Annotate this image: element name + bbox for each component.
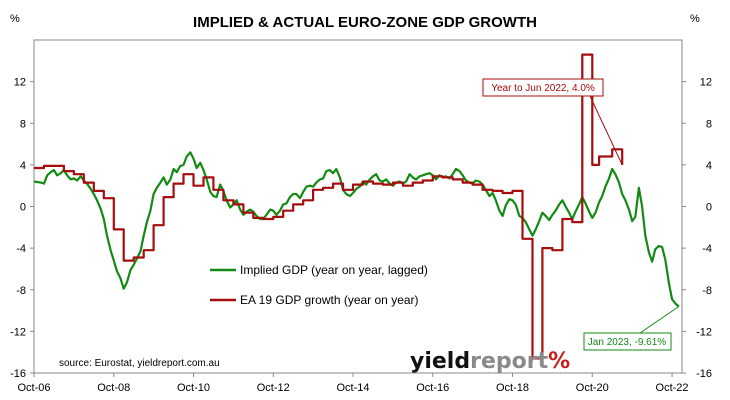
x-tick-label: Oct-20 bbox=[576, 382, 609, 394]
y-tick-label-right: -4 bbox=[702, 243, 712, 255]
logo-text: yieldreport% bbox=[410, 349, 570, 374]
series-layer bbox=[33, 53, 680, 360]
y-axis-left: -16 -12 -8 -4 0 4 8 12 bbox=[10, 77, 34, 380]
y-tick-label-left: 4 bbox=[20, 160, 26, 172]
annotation-box-jun-2022 bbox=[482, 78, 604, 97]
legend-label-implied-gdp: Implied GDP (year on year, lagged) bbox=[240, 263, 428, 277]
legend: Implied GDP (year on year, lagged) EA 19… bbox=[210, 263, 428, 307]
y-tick-label-right: -8 bbox=[702, 285, 712, 297]
y-tick-label-left: 12 bbox=[14, 77, 26, 89]
y-tick-label-right: -16 bbox=[696, 368, 712, 380]
y-tick-label-right: 4 bbox=[706, 160, 712, 172]
x-tick-label: Oct-22 bbox=[656, 382, 689, 394]
source-note: source: Eurostat, yieldreport.com.au bbox=[59, 358, 220, 369]
annotation-text-jan-2023: Jan 2023, -9.61% bbox=[588, 337, 666, 348]
annotation-arrow-jun-2022 bbox=[589, 95, 623, 166]
x-tick-label: Oct-12 bbox=[257, 382, 290, 394]
annotation-jan-2023: Jan 2023, -9.61% bbox=[583, 306, 680, 351]
y-tick-label-left: -4 bbox=[16, 243, 26, 255]
x-tick-label: Oct-08 bbox=[97, 382, 130, 394]
x-tick-label: Oct-16 bbox=[416, 382, 449, 394]
y-tick-label-left: 0 bbox=[20, 202, 26, 214]
chart-title: IMPLIED & ACTUAL EURO-ZONE GDP GROWTH bbox=[193, 14, 537, 31]
y-tick-label-left: -8 bbox=[16, 285, 26, 297]
y-tick-label-right: 12 bbox=[700, 77, 712, 89]
y-tick-label-left: 8 bbox=[20, 118, 26, 130]
x-tick-label: Oct-14 bbox=[337, 382, 370, 394]
annotation-arrow-jan-2023 bbox=[639, 306, 680, 334]
x-tick-label: Oct-18 bbox=[496, 382, 529, 394]
logo: yieldreport% bbox=[410, 349, 570, 374]
y-tick-label-left: -12 bbox=[10, 326, 26, 338]
x-axis: Oct-06 Oct-08 Oct-10 Oct-12 Oct-14 Oct-16 Oct-… bbox=[17, 373, 689, 394]
annotation-jun-2022: Year to Jun 2022, 4.0% bbox=[482, 78, 623, 166]
y-axis-unit-left: % bbox=[10, 13, 20, 25]
y-axis-unit-right: % bbox=[690, 13, 700, 25]
legend-label-ea19-gdp: EA 19 GDP growth (year on year) bbox=[240, 293, 419, 307]
x-tick-label: Oct-10 bbox=[177, 382, 210, 394]
y-axis-right: -16 -12 -8 -4 0 4 8 12 bbox=[682, 77, 712, 380]
logo-percent-mark: % bbox=[548, 349, 570, 374]
series-line-ea19-gdp bbox=[34, 53, 624, 360]
logo-word-report: report bbox=[470, 349, 548, 374]
annotation-box-jan-2023 bbox=[583, 332, 672, 351]
x-tick-label: Oct-06 bbox=[17, 382, 50, 394]
y-tick-label-left: -16 bbox=[10, 368, 26, 380]
logo-word-yield: yield bbox=[410, 349, 470, 374]
y-tick-label-right: 0 bbox=[706, 202, 712, 214]
annotation-text-jun-2022: Year to Jun 2022, 4.0% bbox=[491, 83, 595, 94]
y-tick-label-right: -12 bbox=[696, 326, 712, 338]
y-tick-label-right: 8 bbox=[706, 118, 712, 130]
